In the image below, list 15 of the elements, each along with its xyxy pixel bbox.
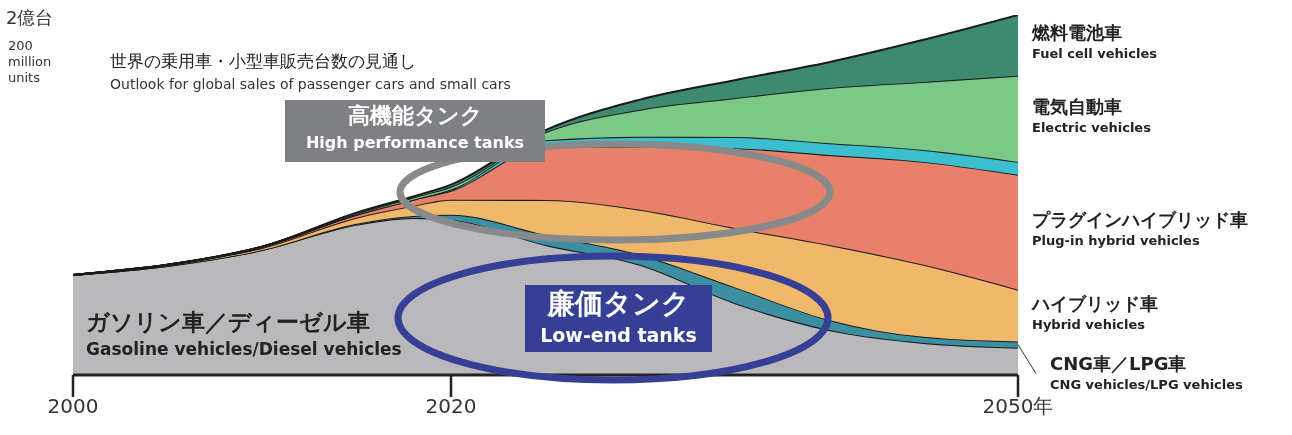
x-tick-label: 2020 [425, 394, 477, 418]
text: Outlook for global sales of passenger cars and small cars [110, 76, 511, 92]
text: 2億台 [6, 6, 54, 30]
series-label: ガソリン車／ディーゼル車 Gasoline vehicles/Diesel vehicles [86, 308, 402, 360]
series-label: CNG車／LPG車 CNG vehicles/LPG vehicles [1050, 351, 1243, 393]
series-label: 電気自動車 Electric vehicles [1032, 94, 1151, 136]
annotation: 廉価タンク Low-end tanks [539, 286, 698, 347]
text: 200 million units [8, 38, 53, 86]
text: 世界の乗用車・小型車販売台数の見通し [110, 50, 416, 73]
x-tick-label: 2050年 [982, 394, 1054, 418]
series-label: ハイブリッド車 Hybrid vehicles [1032, 291, 1158, 333]
x-tick-label: 2000 [47, 394, 99, 418]
series-label: プラグインハイブリッド車 Plug-in hybrid vehicles [1032, 208, 1248, 250]
series-label: 燃料電池車 Fuel cell vehicles [1032, 21, 1157, 63]
annotation: 高機能タンク High performance tanks [304, 102, 526, 154]
